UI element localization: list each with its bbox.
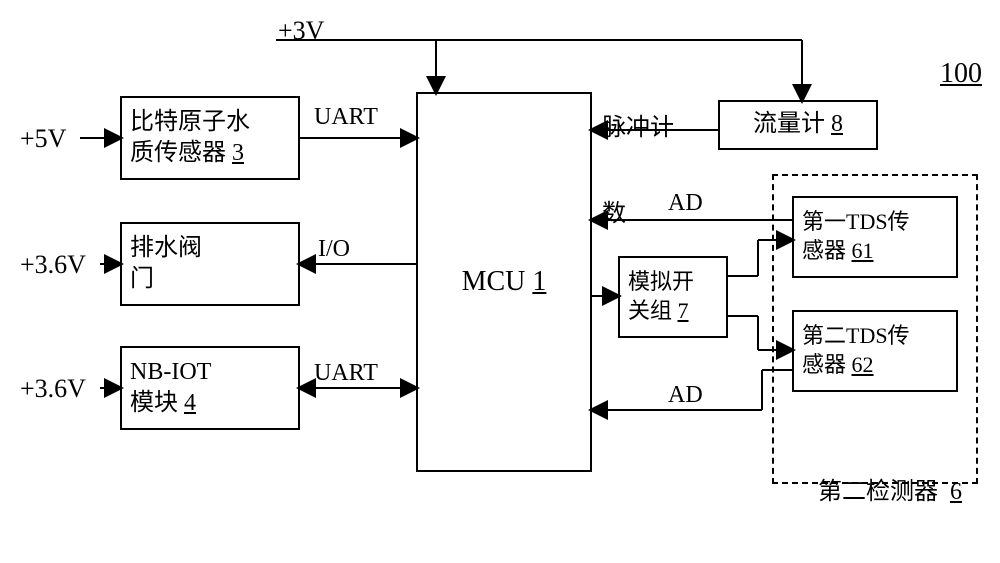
label-io: I/O xyxy=(318,236,350,263)
label-uart2: UART xyxy=(314,360,378,387)
sensor3-line2: 质传感器 3 xyxy=(130,138,244,169)
label-3v: +3V xyxy=(278,16,324,46)
nbiot-line1: NB-IOT xyxy=(130,357,211,388)
flow-label: 流量计 8 xyxy=(753,109,843,140)
detector-label: 第二检测器 6 xyxy=(794,444,962,533)
block-drain-valve: 排水阀 门 xyxy=(120,222,300,306)
block-diagram: 100 +3V MCU 1 比特原子水 质传感器 3 排水阀 门 NB-IOT … xyxy=(0,0,1000,563)
valve-line2: 门 xyxy=(130,264,154,295)
label-uart1: UART xyxy=(314,104,378,131)
block-mcu: MCU 1 xyxy=(416,92,592,472)
block-flow-meter: 流量计 8 xyxy=(718,100,878,150)
mcu-label: MCU 1 xyxy=(462,264,547,300)
label-pulse: 脉冲计 数 xyxy=(602,56,674,286)
tds2-line2: 感器 62 xyxy=(802,351,874,380)
tds2-line1: 第二TDS传 xyxy=(802,322,910,351)
sensor3-line1: 比特原子水 xyxy=(130,107,250,138)
tds1-line2: 感器 61 xyxy=(802,237,874,266)
label-5v: +5V xyxy=(20,124,66,154)
label-ad1: AD xyxy=(668,190,703,217)
label-3_6v-a: +3.6V xyxy=(20,250,86,280)
label-3_6v-b: +3.6V xyxy=(20,374,86,404)
block-tds2: 第二TDS传 感器 62 xyxy=(792,310,958,392)
label-ad2: AD xyxy=(668,382,703,409)
valve-line1: 排水阀 xyxy=(130,233,202,264)
block-nbiot: NB-IOT 模块 4 xyxy=(120,346,300,430)
figure-id: 100 xyxy=(912,26,982,122)
tds1-line1: 第一TDS传 xyxy=(802,208,910,237)
block-water-sensor: 比特原子水 质传感器 3 xyxy=(120,96,300,180)
switch-line2: 关组 7 xyxy=(628,297,689,326)
block-tds1: 第一TDS传 感器 61 xyxy=(792,196,958,278)
nbiot-line2: 模块 4 xyxy=(130,388,196,419)
